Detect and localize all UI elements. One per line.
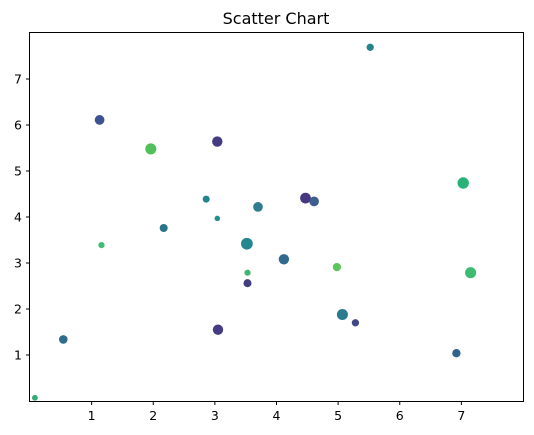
- scatter-point: [32, 395, 38, 401]
- scatter-point: [309, 197, 319, 207]
- scatter-point: [203, 196, 210, 203]
- scatter-point: [367, 44, 374, 51]
- scatter-point: [213, 325, 223, 335]
- x-tick-label: 1: [88, 408, 96, 423]
- scatter-point: [337, 309, 348, 320]
- plot-area: [30, 33, 524, 402]
- chart-title: Scatter Chart: [223, 9, 330, 28]
- x-tick-label: 4: [273, 408, 281, 423]
- scatter-point: [465, 267, 476, 278]
- x-tick-label: 5: [334, 408, 342, 423]
- scatter-point: [59, 335, 68, 344]
- x-axis: 1 2 3 4 5 6 7: [88, 401, 466, 423]
- y-tick-label: 5: [14, 164, 22, 179]
- scatter-point: [95, 115, 105, 125]
- scatter-point: [457, 177, 468, 188]
- x-tick-label: 6: [396, 408, 404, 423]
- scatter-point: [145, 143, 156, 154]
- scatter-point: [212, 136, 222, 146]
- y-tick-label: 6: [14, 118, 22, 133]
- y-tick-label: 4: [14, 210, 22, 225]
- scatter-point: [279, 254, 289, 264]
- scatter-point: [452, 349, 460, 357]
- x-tick-label: 7: [457, 408, 465, 423]
- y-tick-label: 7: [14, 72, 22, 87]
- y-tick-label: 3: [14, 256, 22, 271]
- scatter-point: [244, 270, 250, 276]
- y-tick-label: 1: [14, 348, 22, 363]
- scatter-point: [160, 224, 168, 232]
- scatter-point: [333, 263, 341, 271]
- x-tick-label: 2: [149, 408, 157, 423]
- scatter-point: [243, 279, 251, 287]
- scatter-point: [352, 319, 359, 326]
- scatter-point: [241, 238, 253, 250]
- scatter-point: [98, 242, 104, 248]
- y-axis: 1 2 3 4 5 6 7: [14, 72, 30, 363]
- x-tick-label: 3: [211, 408, 219, 423]
- scatter-point: [253, 202, 263, 212]
- y-tick-label: 2: [14, 302, 22, 317]
- scatter-point: [215, 216, 221, 222]
